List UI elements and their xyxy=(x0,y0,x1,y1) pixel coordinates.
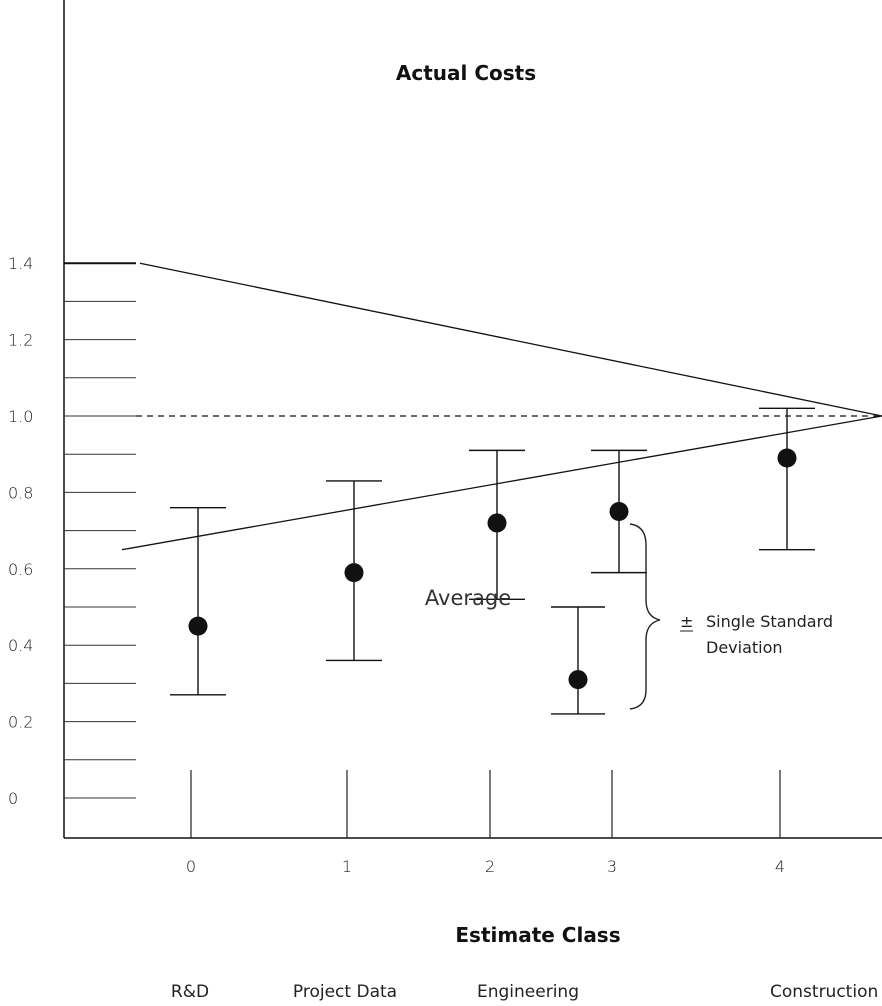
average-annotation: Average xyxy=(425,586,511,610)
y-tick-label: 0 xyxy=(8,789,18,808)
sd-symbol: ± xyxy=(680,612,693,631)
mean-point xyxy=(188,616,208,636)
legend-brace xyxy=(629,523,661,710)
lower-envelope-line xyxy=(121,415,882,551)
envelope-lines xyxy=(121,262,882,551)
x-ticks xyxy=(190,770,781,838)
sd-label-line2: Deviation xyxy=(706,638,783,657)
y-tick-label: 0.2 xyxy=(8,713,33,732)
category-label: Construction xyxy=(770,982,878,1002)
upper-envelope-line xyxy=(139,262,882,417)
sd-label-line1: Single Standard xyxy=(706,612,833,631)
chart-title: Actual Costs xyxy=(396,61,536,85)
x-tick-label: 3 xyxy=(607,857,617,876)
x-tick-label: 1 xyxy=(342,857,352,876)
mean-point xyxy=(487,513,507,533)
y-minor-ticks xyxy=(64,262,136,799)
legend-example xyxy=(551,606,605,715)
y-tick-label: 0.4 xyxy=(8,636,33,655)
x-tick-label: 2 xyxy=(485,857,495,876)
category-label: Engineering xyxy=(477,982,579,1002)
mean-point xyxy=(344,563,364,583)
legend-mean-point xyxy=(568,670,588,690)
y-tick-label: 0.6 xyxy=(8,560,33,579)
x-tick-labels: 0 1 2 3 4 xyxy=(186,857,785,876)
category-labels: R&D Project Data Engineering Construction xyxy=(171,982,878,1002)
x-tick-label: 0 xyxy=(186,857,196,876)
y-tick-label: 1.4 xyxy=(8,254,33,273)
mean-point xyxy=(777,448,797,468)
category-label: R&D xyxy=(171,982,209,1002)
category-label: Project Data xyxy=(293,982,397,1002)
error-bars xyxy=(170,407,815,696)
y-tick-labels: 0 0.2 0.4 0.6 0.8 1.0 1.2 1.4 xyxy=(8,254,33,808)
y-tick-label: 0.8 xyxy=(8,483,33,502)
x-tick-label: 4 xyxy=(775,857,785,876)
mean-point xyxy=(609,502,629,521)
y-tick-label: 1.2 xyxy=(8,331,33,350)
x-axis-label: Estimate Class xyxy=(455,923,620,947)
y-tick-label: 1.0 xyxy=(8,407,33,426)
